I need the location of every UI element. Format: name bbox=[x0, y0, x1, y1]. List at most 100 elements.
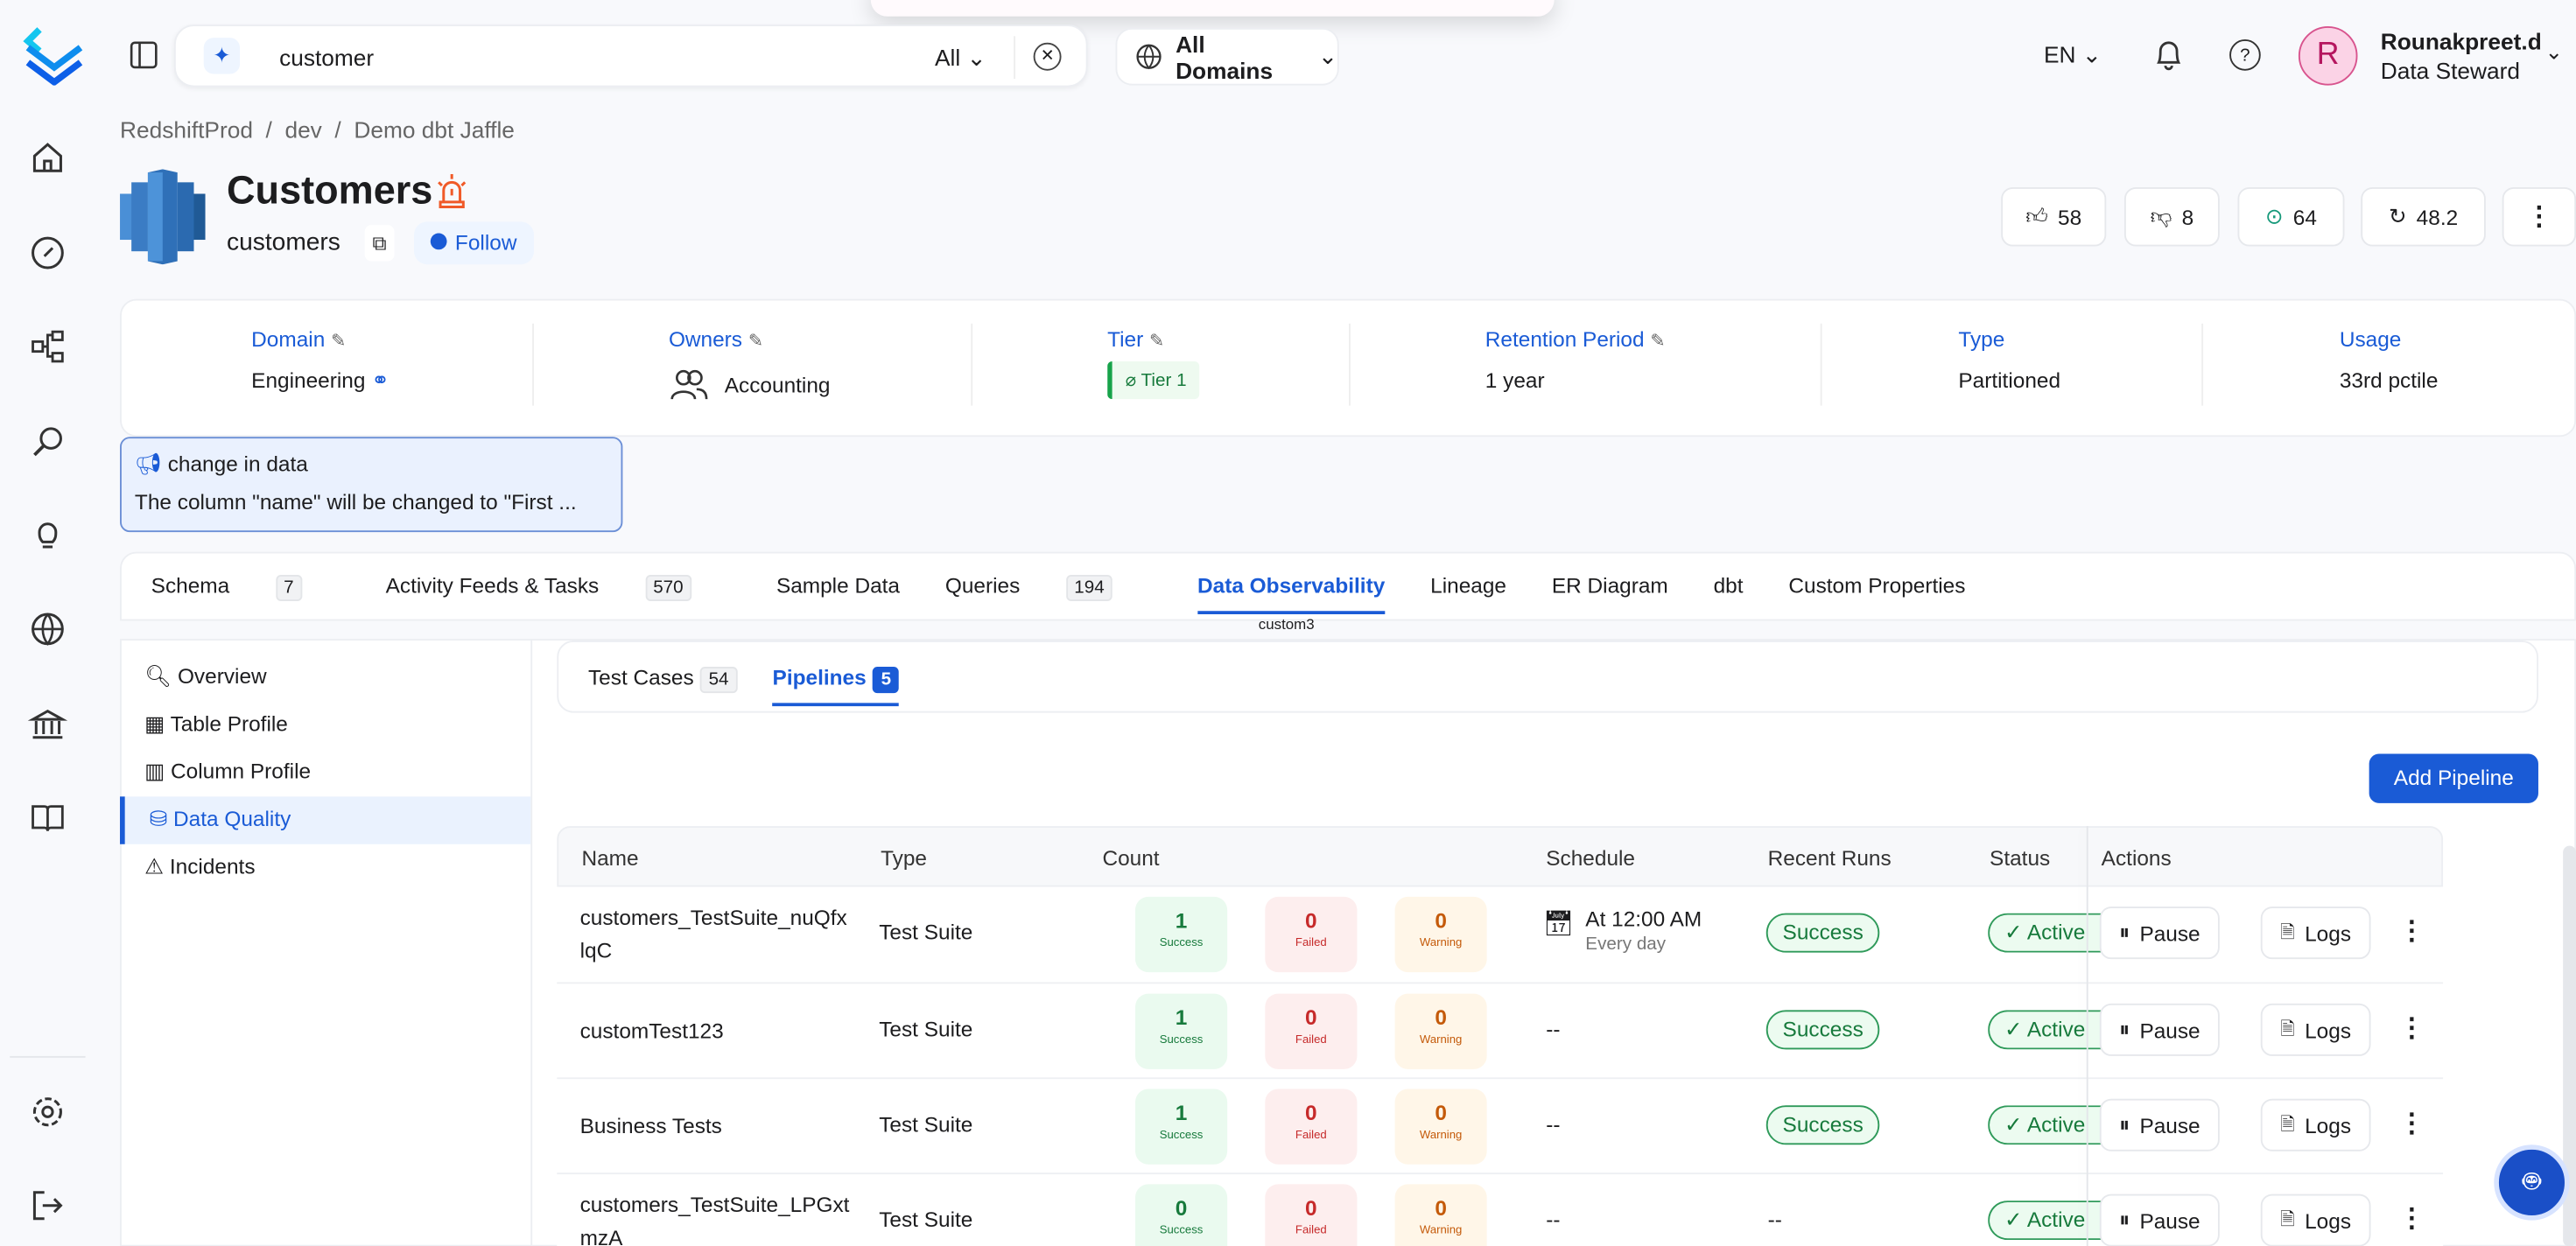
table-row[interactable]: customers_TestSuite_LPGxt mzA Test Suite … bbox=[557, 1172, 2444, 1246]
scrollbar[interactable] bbox=[2563, 845, 2576, 1246]
breadcrumb-item[interactable]: Demo dbt Jaffle bbox=[354, 116, 515, 144]
search-filter-label: All bbox=[935, 44, 961, 71]
logs-button[interactable]: 🗎 Logs bbox=[2260, 1098, 2371, 1152]
follow-button[interactable]: Follow bbox=[414, 221, 534, 265]
chatbot-icon[interactable]: 🤖︎ bbox=[2494, 1144, 2570, 1221]
menu-item-table-profile[interactable]: ▦ Table Profile bbox=[144, 710, 288, 736]
menu-item-data-quality[interactable]: ⛁ Data Quality bbox=[120, 796, 531, 844]
column-header: Name bbox=[581, 845, 639, 871]
logout-icon[interactable] bbox=[28, 1186, 67, 1225]
tab-sample-data[interactable]: Sample Data bbox=[776, 573, 901, 598]
thumbs-up-icon: 👍︎ bbox=[2025, 203, 2048, 228]
like-button[interactable]: 👍︎ 58 bbox=[2001, 186, 2107, 247]
logs-button[interactable]: 🗎 Logs bbox=[2260, 906, 2371, 960]
avatar[interactable]: R bbox=[2298, 26, 2358, 86]
help-icon[interactable]: ? bbox=[2229, 39, 2261, 71]
status-badge: ✓ Active bbox=[1988, 1200, 2103, 1241]
clear-search-icon[interactable]: ✕ bbox=[1033, 42, 1062, 71]
search-input[interactable]: customer bbox=[279, 44, 375, 71]
edit-icon[interactable]: ✎ bbox=[1149, 332, 1165, 352]
views-button[interactable]: ⊙ 64 bbox=[2237, 186, 2345, 247]
breadcrumb-item[interactable]: dev bbox=[284, 116, 322, 144]
logs-button[interactable]: 🗎 Logs bbox=[2260, 1194, 2371, 1246]
more-options-button[interactable]: ⋮ bbox=[2502, 186, 2576, 247]
domain-selector[interactable]: All Domains ⌄ bbox=[1115, 27, 1339, 86]
tab-lineage[interactable]: Lineage bbox=[1430, 573, 1507, 598]
pipeline-name[interactable]: customers_TestSuite_LPGxt mzA bbox=[580, 1189, 850, 1246]
tab-er-diagram[interactable]: ER Diagram bbox=[1551, 573, 1668, 598]
edit-icon[interactable]: ✎ bbox=[1650, 332, 1666, 352]
schedule-empty: -- bbox=[1546, 1016, 1561, 1042]
tab-schema[interactable]: Schema 7 bbox=[151, 573, 341, 601]
search-bar[interactable]: ✦ customer All ⌄ ✕ bbox=[173, 24, 1088, 88]
star-icon bbox=[430, 233, 447, 250]
governance-icon[interactable] bbox=[27, 704, 67, 744]
pipeline-name[interactable]: customTest123 bbox=[580, 1015, 724, 1048]
search-filter-dropdown[interactable]: All ⌄ bbox=[935, 45, 986, 73]
row-menu-kebab-icon[interactable]: ⋮ bbox=[2398, 1110, 2425, 1138]
target-icon: ⊙ bbox=[2265, 203, 2284, 228]
table-row[interactable]: Business Tests Test Suite 1 Success 0 Fail… bbox=[557, 1077, 2444, 1173]
domains-icon[interactable] bbox=[28, 609, 67, 648]
row-menu-kebab-icon[interactable]: ⋮ bbox=[2398, 1014, 2425, 1043]
recent-run-badge[interactable]: Success bbox=[1765, 1010, 1880, 1050]
settings-icon[interactable] bbox=[28, 1092, 67, 1131]
logs-icon: 🗎 bbox=[2280, 1018, 2295, 1040]
pipeline-name[interactable]: Business Tests bbox=[580, 1110, 722, 1144]
explore-icon[interactable] bbox=[28, 234, 67, 273]
tab-queries[interactable]: Queries 194 bbox=[945, 573, 1152, 601]
ai-sparkle-icon[interactable]: ✦ bbox=[203, 38, 241, 74]
breadcrumb-item[interactable]: RedshiftProd bbox=[120, 116, 253, 144]
popup-overlay bbox=[870, 0, 1555, 17]
pause-button[interactable]: ⏸︎ Pause bbox=[2099, 1003, 2220, 1056]
score-button[interactable]: ↻ 48.2 bbox=[2361, 186, 2486, 247]
tier-badge[interactable]: ⌀ Tier 1 bbox=[1107, 360, 1200, 400]
tab-dbt[interactable]: dbt bbox=[1713, 573, 1744, 598]
logs-icon: 🗎 bbox=[2280, 1114, 2295, 1135]
glossary-icon[interactable] bbox=[28, 798, 67, 837]
owner-value[interactable]: Accounting bbox=[724, 372, 831, 397]
lineage-icon[interactable] bbox=[28, 327, 67, 367]
pipeline-name[interactable]: customers_TestSuite_nuQfx lqC bbox=[580, 901, 847, 967]
row-menu-kebab-icon[interactable]: ⋮ bbox=[2398, 918, 2425, 947]
recent-run-badge[interactable]: Success bbox=[1765, 913, 1880, 953]
pause-button[interactable]: ⏸︎ Pause bbox=[2099, 906, 2220, 960]
pause-button[interactable]: ⏸︎ Pause bbox=[2099, 1194, 2220, 1246]
announcement-card[interactable]: 📢︎ change in data The column "name" will… bbox=[120, 437, 623, 533]
tab-data-observability[interactable]: Data Observability bbox=[1197, 573, 1386, 614]
alert-siren-icon[interactable] bbox=[434, 171, 470, 210]
home-icon[interactable] bbox=[28, 138, 67, 178]
announcement-title: change in data bbox=[167, 452, 308, 477]
observability-icon[interactable] bbox=[28, 422, 67, 461]
table-row[interactable]: customers_TestSuite_nuQfx lqC Test Suite … bbox=[557, 886, 2444, 983]
recent-run-badge[interactable]: Success bbox=[1765, 1105, 1880, 1145]
notification-bell-icon[interactable] bbox=[2154, 38, 2184, 71]
pause-button[interactable]: ⏸︎ Pause bbox=[2099, 1098, 2220, 1152]
insights-icon[interactable] bbox=[28, 515, 67, 555]
logo-icon[interactable] bbox=[23, 23, 85, 86]
add-pipeline-button[interactable]: Add Pipeline bbox=[2369, 753, 2538, 803]
sidebar-toggle-icon[interactable] bbox=[130, 41, 158, 69]
divider bbox=[1014, 36, 1015, 80]
edit-icon[interactable]: ✎ bbox=[748, 332, 764, 352]
entity-tabs: Schema 7 Activity Feeds & Tasks 570 Sample… bbox=[120, 551, 2576, 621]
row-menu-kebab-icon[interactable]: ⋮ bbox=[2398, 1205, 2425, 1234]
tab-custom-properties[interactable]: Custom Properties bbox=[1788, 573, 1966, 598]
copy-icon[interactable]: ⧉ bbox=[364, 225, 395, 262]
menu-item-incidents[interactable]: ⚠ Incidents bbox=[144, 854, 256, 879]
menu-item-column-profile[interactable]: ▥ Column Profile bbox=[144, 759, 312, 784]
tab-activity-feeds[interactable]: Activity Feeds & Tasks 570 bbox=[386, 573, 731, 601]
edit-icon[interactable]: ✎ bbox=[331, 332, 347, 352]
schedule-empty: -- bbox=[1546, 1111, 1561, 1137]
logs-button[interactable]: 🗎 Logs bbox=[2260, 1003, 2371, 1056]
table-row[interactable]: customTest123 Test Suite 1 Success 0 Faile… bbox=[557, 982, 2444, 1078]
pipeline-name-line: lqC bbox=[579, 937, 613, 962]
subtab-test-cases[interactable]: Test Cases 54 bbox=[588, 665, 737, 694]
user-name[interactable]: Rounakpreet.d bbox=[2380, 27, 2542, 54]
domain-value[interactable]: Engineering bbox=[251, 368, 366, 393]
subtab-pipelines[interactable]: Pipelines 5 bbox=[772, 665, 900, 707]
language-selector[interactable]: EN ⌄ bbox=[2043, 40, 2102, 67]
dislike-button[interactable]: 👎︎ 8 bbox=[2123, 186, 2220, 247]
user-menu-chevron-icon[interactable]: ⌄ bbox=[2544, 39, 2563, 65]
menu-item-overview[interactable]: 🔍︎ Overview bbox=[144, 663, 267, 689]
